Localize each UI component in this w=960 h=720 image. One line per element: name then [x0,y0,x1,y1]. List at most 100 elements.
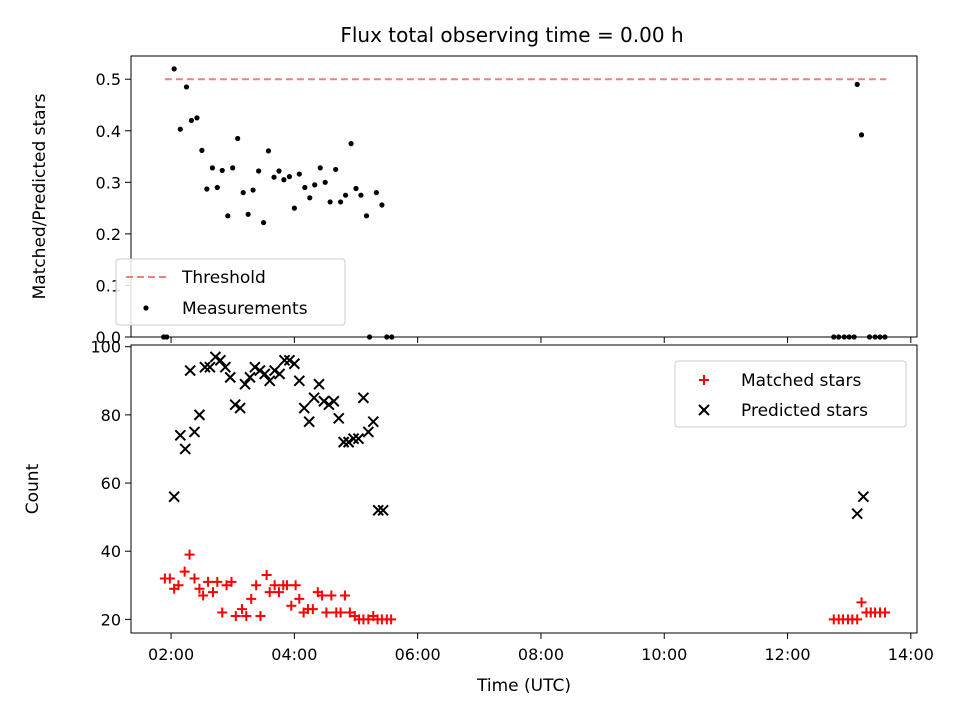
matched-star-point [269,580,280,591]
measurement-point [851,334,857,340]
measurement-point [342,192,349,198]
axes-frame [130,344,918,634]
measurement-point [188,117,195,124]
predicted-star-point [333,412,345,424]
predicted-star-point [851,508,863,520]
legend-matched-swatch [699,375,709,385]
measurement-point [866,334,873,340]
predicted-star-point [188,426,201,438]
matched-star-point [164,573,175,584]
predicted-star-point [254,364,266,377]
measurement-point [194,115,200,121]
legend-predicted-label: Predicted stars [741,401,868,421]
measurement-point [858,132,865,138]
predicted-star-point [249,361,261,373]
legend-box [115,258,346,326]
measurement-point [877,334,883,340]
measurement-point [240,190,246,196]
predicted-star-point [357,392,370,404]
predicted-star-point [199,361,211,373]
matched-star-point [386,614,397,625]
measurement-point [296,171,302,177]
measurement-point [214,184,220,191]
predicted-star-point [352,433,365,445]
matched-star-point [203,576,214,587]
measurement-point [265,148,272,154]
measurement-point [358,192,364,198]
measurement-point [384,334,390,340]
y-tick-label: 0.3 [96,173,121,192]
predicted-star-point [239,378,251,390]
axes-frame [130,55,918,338]
matched-star-point [194,583,205,594]
predicted-star-point [298,402,310,414]
matched-star-point [217,607,228,618]
matched-star-point [326,590,337,601]
matched-star-point [251,580,262,591]
y-tick-label: 60 [101,474,121,493]
predicted-star-point [857,490,870,503]
matched-star-point [255,610,266,621]
y-axis-label: Count [23,463,43,514]
matched-star-point [321,607,332,618]
matched-star-point [294,593,305,604]
measurement-point [379,202,385,208]
measurement-point [209,165,215,171]
matched-star-point [198,590,209,601]
predicted-star-point [214,354,227,367]
predicted-star-point [244,371,256,384]
measurement-point [286,174,293,180]
y-tick-label: 0.4 [96,122,121,141]
matched-star-point [264,587,275,598]
matched-star-point [241,610,252,621]
predicted-star-point [377,504,389,517]
y-axis-label: Matched/Predicted stars [30,93,50,299]
measurement-point [831,334,837,340]
matched-star-point [230,610,241,621]
matched-star-point [856,597,867,608]
measurement-point [322,179,328,185]
measurement-point [230,165,236,171]
measurement-point [164,334,170,340]
matched-star-point [207,587,218,598]
predicted-star-point [259,368,271,380]
measurement-point [307,195,313,201]
y-tick-label: 100 [90,338,121,357]
predicted-star-point [367,415,379,428]
x-tick-label: 12:00 [764,645,810,664]
measurement-point [302,184,308,191]
measurement-point [219,167,225,174]
measurement-point [854,81,860,87]
matched-star-point [317,590,328,601]
matched-star-point [179,566,190,577]
predicted-star-point [283,354,296,367]
top-panel: 0.0 0.1 0.2 0.3 0.4 0.5 Matched/Predicted star… [30,55,918,347]
predicted-star-point [342,436,355,448]
predicted-star-point [229,398,241,411]
predicted-star-point [288,358,301,370]
predicted-star-point [179,443,191,455]
legend-predicted-swatch [698,404,710,416]
matched-star-point [236,604,247,615]
predicted-star-point [347,433,360,445]
measurement-point [348,141,354,147]
predicted-star-point [174,429,187,442]
y-tick-label: 0.0 [96,328,121,347]
x-tick-label: 02:00 [148,645,194,664]
measurement-point [260,219,267,226]
measurement-point [841,334,847,340]
measurement-point [199,147,205,153]
matched-star-point [339,590,350,601]
measurement-point [183,84,190,90]
x-tick-label: 10:00 [641,645,687,664]
predicted-star-point [293,375,306,387]
x-tick-label: 04:00 [271,645,317,664]
measurement-point [353,185,359,192]
measurement-point [333,166,339,173]
predicted-star-point [362,426,375,438]
matched-star-point [261,570,272,581]
predicted-star-point [234,402,246,414]
measurement-point [846,334,852,340]
measurement-point [363,213,370,219]
